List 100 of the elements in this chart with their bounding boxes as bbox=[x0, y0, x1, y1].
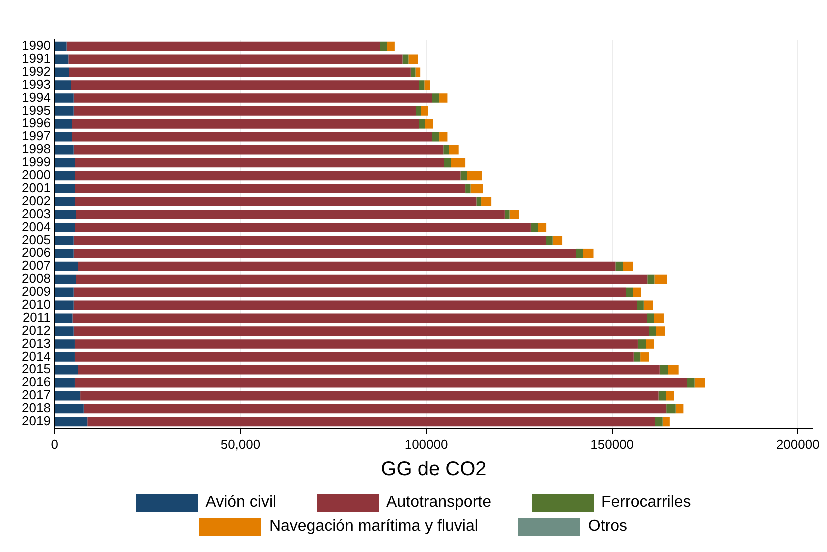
bar bbox=[546, 236, 553, 246]
y-tick-label: 2004 bbox=[22, 219, 51, 234]
bar bbox=[72, 132, 432, 142]
bar bbox=[538, 223, 547, 232]
bar bbox=[637, 300, 644, 310]
bar bbox=[75, 171, 461, 181]
bar bbox=[416, 68, 421, 78]
x-axis-title: GG de CO2 bbox=[381, 458, 487, 481]
bar bbox=[654, 274, 668, 284]
y-tick-label: 1995 bbox=[22, 102, 51, 118]
bar bbox=[55, 417, 88, 427]
y-tick-label: 2005 bbox=[22, 232, 51, 248]
bar bbox=[432, 94, 440, 103]
bar bbox=[467, 171, 482, 181]
y-tick-label: 2010 bbox=[22, 296, 51, 312]
bar bbox=[68, 54, 403, 64]
x-tick-label: 0 bbox=[51, 436, 59, 452]
bar bbox=[466, 184, 471, 194]
bar bbox=[660, 365, 668, 375]
bar bbox=[662, 417, 670, 427]
bar bbox=[654, 314, 664, 324]
bar bbox=[74, 248, 576, 258]
bar bbox=[648, 274, 655, 284]
y-tick-label: 2008 bbox=[22, 271, 51, 286]
bar bbox=[80, 391, 659, 401]
bar bbox=[623, 262, 634, 272]
y-tick-label: 1990 bbox=[22, 38, 51, 54]
bar bbox=[694, 378, 706, 388]
bar bbox=[55, 158, 76, 168]
y-tick-label: 1992 bbox=[22, 64, 51, 79]
y-tick-label: 1991 bbox=[22, 51, 51, 66]
bar bbox=[78, 365, 660, 375]
bar bbox=[74, 326, 650, 336]
bar bbox=[55, 145, 74, 155]
bar bbox=[432, 132, 440, 142]
bar bbox=[634, 288, 642, 298]
bar bbox=[451, 158, 466, 168]
bar bbox=[640, 352, 650, 362]
bar bbox=[482, 197, 492, 206]
bar bbox=[75, 197, 477, 206]
bar bbox=[55, 314, 73, 324]
bar bbox=[388, 42, 395, 52]
bar bbox=[687, 378, 695, 388]
bar bbox=[410, 68, 416, 78]
bar bbox=[55, 54, 69, 64]
bar bbox=[504, 210, 510, 220]
bar bbox=[72, 314, 648, 324]
bar bbox=[84, 404, 667, 414]
bar bbox=[444, 145, 450, 155]
bar bbox=[416, 106, 422, 116]
bar bbox=[74, 106, 416, 116]
bar bbox=[74, 145, 444, 155]
bar bbox=[419, 80, 425, 90]
bar bbox=[668, 365, 679, 375]
bar bbox=[71, 80, 420, 90]
x-tick-label: 50,000 bbox=[220, 436, 261, 452]
y-tick-label: 2016 bbox=[22, 374, 51, 390]
bar bbox=[74, 378, 688, 388]
y-tick-label: 2018 bbox=[22, 400, 51, 416]
bar bbox=[55, 68, 70, 78]
bar bbox=[55, 236, 74, 246]
legend-label: Avión civil bbox=[206, 494, 277, 512]
bar bbox=[510, 210, 520, 220]
bar bbox=[380, 42, 388, 52]
y-tick-label: 1997 bbox=[22, 128, 51, 144]
legend-label: Otros bbox=[588, 518, 628, 536]
bar bbox=[55, 210, 76, 220]
bar bbox=[74, 288, 626, 298]
legend-label: Autotransporte bbox=[386, 494, 492, 512]
y-tick-label: 2009 bbox=[22, 284, 51, 300]
y-tick-label: 2012 bbox=[22, 322, 51, 338]
bar bbox=[55, 171, 76, 181]
bar bbox=[55, 365, 78, 375]
bar bbox=[419, 119, 426, 129]
bar bbox=[440, 94, 448, 103]
bar bbox=[55, 378, 75, 388]
bar bbox=[88, 417, 656, 427]
bar bbox=[421, 106, 428, 116]
bar bbox=[55, 274, 76, 284]
bar bbox=[470, 184, 484, 194]
y-tick-label: 2007 bbox=[22, 258, 51, 274]
y-tick-label: 1994 bbox=[22, 90, 51, 105]
bar bbox=[74, 236, 546, 246]
bar bbox=[55, 184, 76, 194]
bar bbox=[75, 158, 444, 168]
bar bbox=[76, 210, 505, 220]
bar bbox=[656, 326, 666, 336]
bar bbox=[55, 352, 75, 362]
bar bbox=[658, 391, 666, 401]
bar bbox=[676, 404, 684, 414]
bar bbox=[74, 340, 638, 349]
bar bbox=[576, 248, 584, 258]
bar bbox=[55, 340, 75, 349]
y-tick-label: 1996 bbox=[22, 116, 51, 131]
bar bbox=[55, 223, 76, 232]
bar bbox=[449, 145, 459, 155]
bar bbox=[69, 68, 411, 78]
bar bbox=[55, 42, 67, 52]
x-tick-label: 200000 bbox=[776, 436, 820, 452]
bar bbox=[55, 391, 81, 401]
